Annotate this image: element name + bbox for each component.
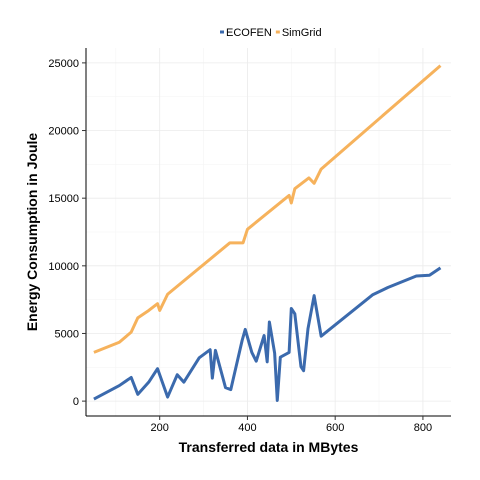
y-tick-label: 0 [73,396,79,408]
y-tick-label: 25000 [48,58,79,70]
legend: ECOFEN SimGrid [220,27,322,39]
legend-label-ecofen: ECOFEN [226,27,272,39]
x-tick-label: 200 [151,422,169,434]
y-tick-label: 10000 [48,261,79,273]
series-line-simgrid [93,64,442,354]
y-tick-label: 5000 [55,328,79,340]
legend-label-simgrid: SimGrid [282,27,322,39]
y-tick-label: 20000 [48,126,79,138]
series-lines [93,64,442,402]
axes [82,48,451,420]
tick-labels: 200 400 600 800 0 5000 10000 15000 20000 25000 [48,58,432,434]
series-line-ecofen [93,266,442,402]
x-tick-label: 400 [238,422,256,434]
x-tick-label: 800 [414,422,432,434]
y-tick-label: 15000 [48,193,79,205]
y-axis-title: Energy Consumption in Joule [24,133,40,332]
x-axis-title: Transferred data in MBytes [179,439,359,455]
x-tick-label: 600 [326,422,344,434]
